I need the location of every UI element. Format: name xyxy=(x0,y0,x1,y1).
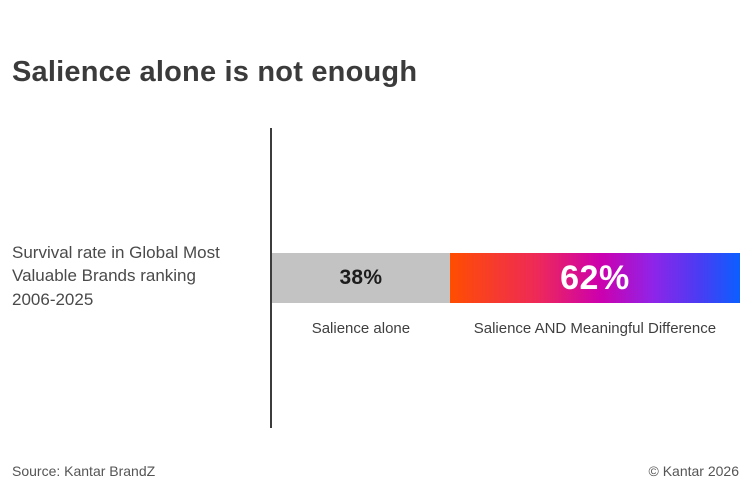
page-title: Salience alone is not enough xyxy=(12,56,418,88)
bar-segment-salience-alone: 38% xyxy=(272,253,450,303)
axis-line xyxy=(270,128,272,428)
measure-label-line-1: Survival rate in Global Most xyxy=(12,243,220,262)
source-note: Source: Kantar BrandZ xyxy=(12,463,156,479)
value-label-salience-and-meaningful-difference: 62% xyxy=(560,258,630,297)
category-label-salience-and-meaningful-difference: Salience AND Meaningful Difference xyxy=(473,320,717,337)
category-label-salience-alone: Salience alone xyxy=(311,320,411,337)
measure-label-line-2: Valuable Brands ranking xyxy=(12,266,196,286)
stacked-bar: 38% 62% xyxy=(272,253,740,303)
measure-label: Survival rate in Global Most Valuable Br… xyxy=(12,241,264,311)
value-label-salience-alone: 38% xyxy=(339,266,383,289)
copyright-note: © Kantar 2026 xyxy=(648,463,740,479)
measure-label-line-3: 2006-2025 xyxy=(12,289,94,309)
bar-segment-salience-and-meaningful-difference: 62% xyxy=(449,253,740,303)
category-labels-row: Salience alone Salience AND Meaningful D… xyxy=(272,320,740,337)
